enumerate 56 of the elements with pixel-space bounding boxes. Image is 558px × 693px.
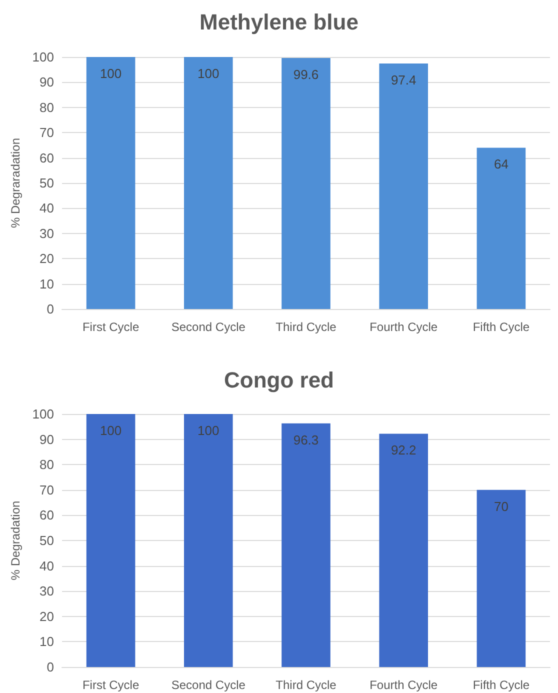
x-tick-label: Fourth Cycle (370, 678, 438, 692)
y-tick-label: 60 (40, 150, 54, 166)
bar (184, 414, 233, 667)
y-axis-title: % Degraradation (8, 138, 22, 228)
bar (379, 434, 428, 667)
y-tick-label: 0 (46, 660, 54, 674)
y-tick-label: 100 (32, 50, 54, 64)
bar (379, 64, 428, 309)
x-tick-label: Fifth Cycle (472, 320, 530, 334)
data-label: 97.4 (390, 72, 416, 88)
x-tick-label: Fourth Cycle (370, 320, 438, 334)
x-tick-label: First Cycle (82, 678, 140, 692)
bar (476, 490, 526, 667)
bar (184, 57, 233, 309)
bar (282, 423, 330, 667)
x-tick-label: First Cycle (82, 320, 140, 334)
data-label: 92.2 (390, 442, 416, 458)
bar (282, 58, 330, 309)
data-label: 64 (494, 156, 508, 172)
y-tick-label: 50 (40, 533, 54, 548)
x-tick-label: Fifth Cycle (472, 678, 530, 692)
data-label: 100 (198, 66, 220, 81)
data-label: 96.3 (293, 432, 319, 448)
x-tick-label: Third Cycle (276, 320, 337, 334)
y-tick-label: 40 (40, 200, 54, 216)
data-label: 100 (100, 66, 122, 81)
data-label: 99.6 (293, 67, 319, 82)
x-tick-label: Second Cycle (171, 678, 246, 692)
y-tick-label: 10 (40, 634, 54, 650)
y-axis-title: % Degradation (8, 500, 22, 580)
data-label: 70 (494, 498, 508, 514)
y-tick-label: 50 (40, 176, 54, 190)
y-tick-label: 10 (40, 276, 54, 292)
data-label: 100 (100, 423, 122, 438)
y-tick-label: 90 (40, 74, 54, 90)
chart-title: Congo red (224, 368, 334, 392)
data-label: 100 (198, 423, 220, 438)
y-tick-label: 90 (40, 432, 54, 447)
x-tick-label: Second Cycle (171, 320, 246, 334)
y-tick-label: 20 (40, 608, 54, 624)
y-tick-label: 30 (40, 584, 54, 599)
y-tick-label: 100 (32, 406, 54, 422)
y-tick-label: 60 (40, 508, 54, 523)
y-tick-label: 40 (40, 558, 54, 574)
y-tick-label: 70 (40, 482, 54, 498)
bar (86, 414, 136, 667)
y-tick-label: 80 (40, 100, 54, 115)
y-tick-label: 70 (40, 125, 54, 140)
y-tick-label: 80 (40, 457, 54, 472)
y-tick-label: 0 (46, 302, 54, 316)
bar (476, 148, 526, 309)
bar (86, 57, 136, 309)
y-tick-label: 20 (40, 251, 54, 266)
x-tick-label: Third Cycle (276, 678, 337, 692)
y-tick-label: 30 (40, 226, 54, 241)
chart-title: Methylene blue (200, 10, 358, 34)
